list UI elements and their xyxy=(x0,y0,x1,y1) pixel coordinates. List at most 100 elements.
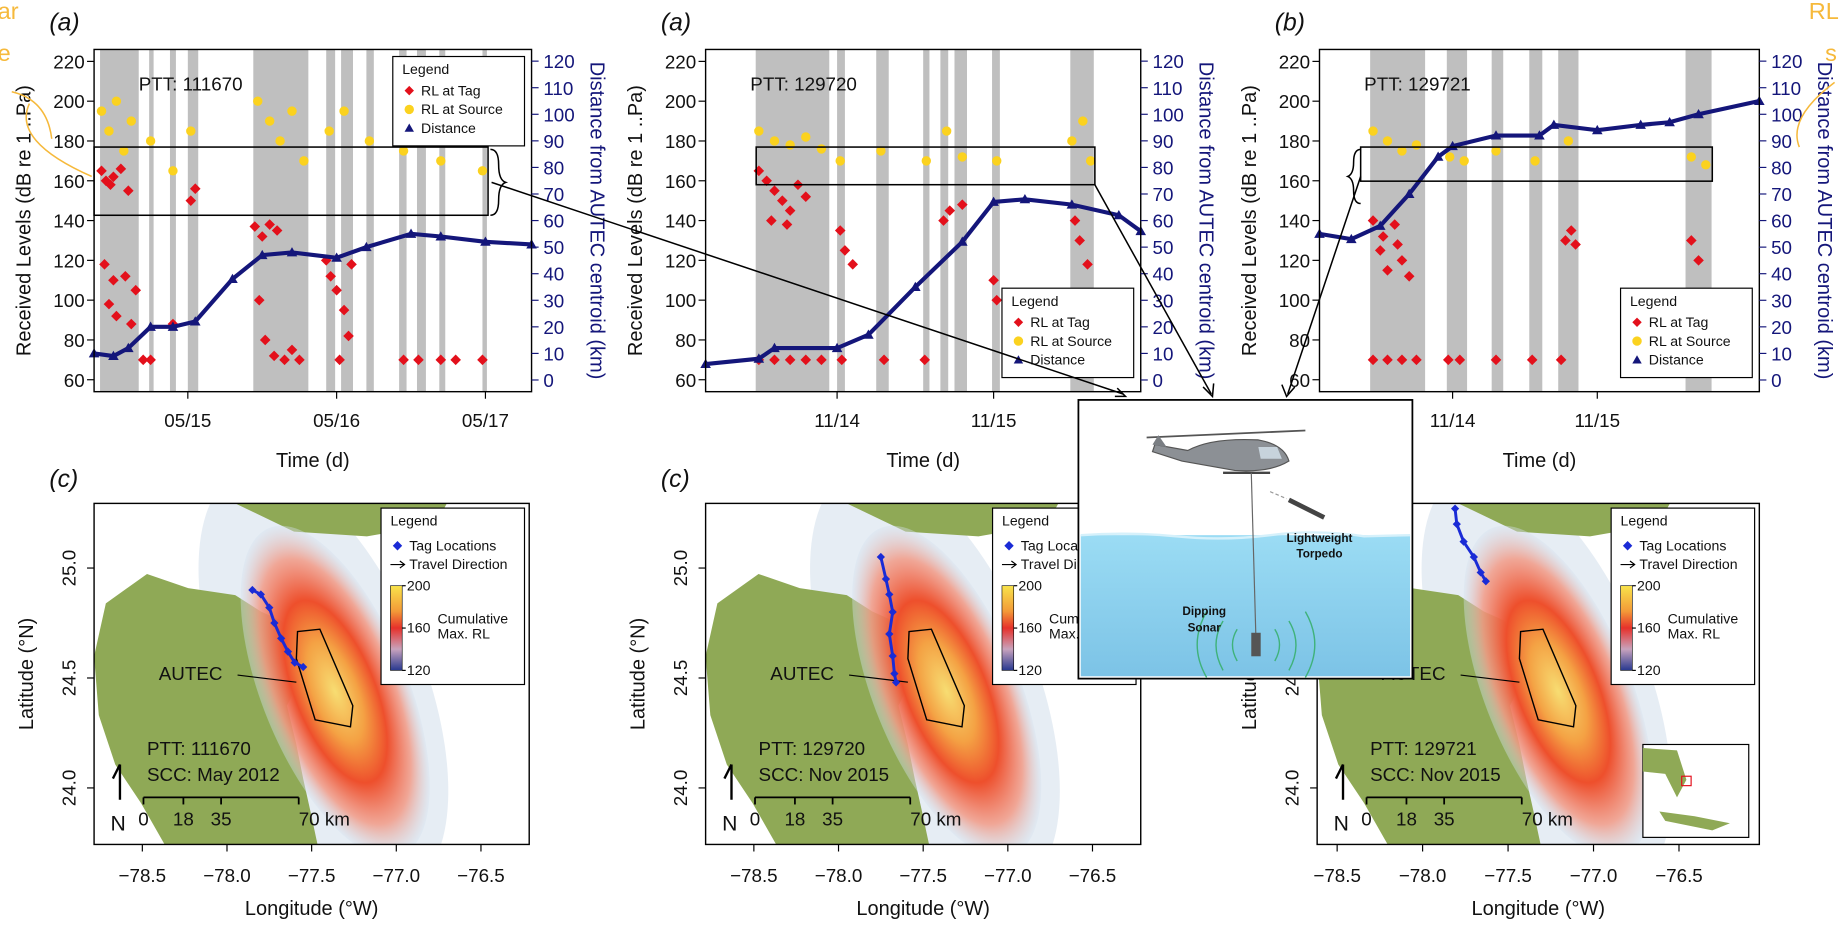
legend-title: Legend xyxy=(1630,293,1677,309)
north-label: N xyxy=(111,812,126,835)
y-tick-label: 25.0 xyxy=(58,550,79,587)
point xyxy=(1491,146,1501,156)
y-axis-label: Received Levels (dB re 1 ..Pa) xyxy=(14,85,36,356)
tag-location xyxy=(299,662,308,672)
point xyxy=(816,354,827,366)
point xyxy=(99,259,110,270)
y-tick-label: 220 xyxy=(665,51,696,72)
edge-arrow xyxy=(25,103,93,178)
point xyxy=(957,236,968,246)
point xyxy=(1377,231,1389,242)
point xyxy=(256,249,268,260)
point xyxy=(189,316,201,326)
legend-marker xyxy=(392,541,403,551)
colorbar xyxy=(1001,585,1015,671)
point xyxy=(1019,194,1031,204)
colorbar-label: 120 xyxy=(1018,662,1042,678)
legend-title: Legend xyxy=(390,513,437,529)
shade-band xyxy=(366,49,374,392)
point xyxy=(785,140,795,150)
point xyxy=(1563,136,1574,146)
north-arrow-head xyxy=(1334,763,1345,780)
point xyxy=(836,354,848,366)
point xyxy=(398,354,409,366)
x-tick-label: 05/16 xyxy=(313,410,360,431)
y2-tick-label: 50 xyxy=(1153,237,1174,258)
point xyxy=(1392,239,1403,250)
point xyxy=(878,354,890,366)
photo-inset: Lightweight Torpedo Dipping Sonar xyxy=(1077,399,1414,680)
point xyxy=(769,185,780,197)
y2-tick-label: 20 xyxy=(1153,317,1174,338)
rl-field xyxy=(240,525,430,845)
x-tick-label: −77.5 xyxy=(899,865,947,886)
sea xyxy=(1080,535,1411,677)
point xyxy=(1411,140,1422,150)
point xyxy=(145,136,156,146)
locator-box xyxy=(1681,775,1692,787)
y2-tick-label: 90 xyxy=(543,131,564,152)
point xyxy=(1396,354,1408,366)
inset-label: Torpedo xyxy=(1296,547,1342,560)
point xyxy=(189,183,201,195)
y-tick-label: 25.0 xyxy=(670,550,691,587)
brace xyxy=(490,148,509,217)
point xyxy=(1686,235,1697,246)
x-tick-label: 05/17 xyxy=(462,410,509,431)
point xyxy=(1374,220,1386,230)
point xyxy=(769,136,780,146)
y2-axis-label: Distance from AUTEC centroid (km) xyxy=(1195,62,1217,380)
point xyxy=(834,225,846,236)
point xyxy=(988,196,999,206)
locator-land xyxy=(1642,748,1687,798)
y2-tick-label: 80 xyxy=(1153,157,1174,178)
tag-location xyxy=(256,590,265,599)
rl-field xyxy=(1463,525,1653,845)
fuselage xyxy=(1151,438,1290,472)
edge-arrow xyxy=(11,91,53,139)
y2-tick-label: 120 xyxy=(1771,51,1802,72)
y2-tick-label: 110 xyxy=(543,78,573,99)
tag-location xyxy=(888,651,897,661)
edge-fragment: ar xyxy=(0,0,19,24)
colorbar-label: 120 xyxy=(407,662,431,678)
shade-band xyxy=(837,49,845,392)
x-tick-label: −78.0 xyxy=(1399,865,1447,886)
annotation: PTT: 129720 xyxy=(750,74,857,95)
point xyxy=(816,144,827,154)
point xyxy=(435,231,447,241)
point xyxy=(1368,126,1378,136)
edge-fragment: e xyxy=(0,40,11,66)
y-tick-label: 80 xyxy=(1289,330,1310,351)
point xyxy=(1432,151,1444,161)
point xyxy=(1113,209,1125,220)
colorbar-label: 120 xyxy=(1637,662,1661,678)
edge-fragment: RL xyxy=(1809,0,1839,24)
point xyxy=(145,321,156,331)
shade-band xyxy=(1558,49,1579,392)
point xyxy=(769,342,780,353)
y2-tick-label: 60 xyxy=(543,211,564,232)
scale-label: 0 xyxy=(138,809,148,830)
shade-band xyxy=(439,49,446,392)
point xyxy=(346,259,357,270)
y-axis-label: Received Levels (dB re 1 ..Pa) xyxy=(1239,85,1261,356)
tag-location xyxy=(885,590,894,599)
point xyxy=(781,219,793,230)
y-tick-label: 160 xyxy=(1279,171,1310,192)
point xyxy=(108,274,119,286)
tag-location xyxy=(290,658,299,667)
point xyxy=(1686,152,1697,162)
legend-marker xyxy=(404,85,414,96)
connector-arrow xyxy=(491,181,1124,395)
north-arrow-head xyxy=(723,763,733,780)
y2-tick-label: 90 xyxy=(1771,131,1792,152)
legend-box xyxy=(1001,287,1135,379)
tag-location xyxy=(248,585,257,595)
point xyxy=(1066,199,1078,209)
point xyxy=(1534,130,1545,140)
point xyxy=(1560,235,1571,246)
point xyxy=(435,354,447,366)
point xyxy=(863,329,874,339)
tag-location xyxy=(888,607,897,617)
